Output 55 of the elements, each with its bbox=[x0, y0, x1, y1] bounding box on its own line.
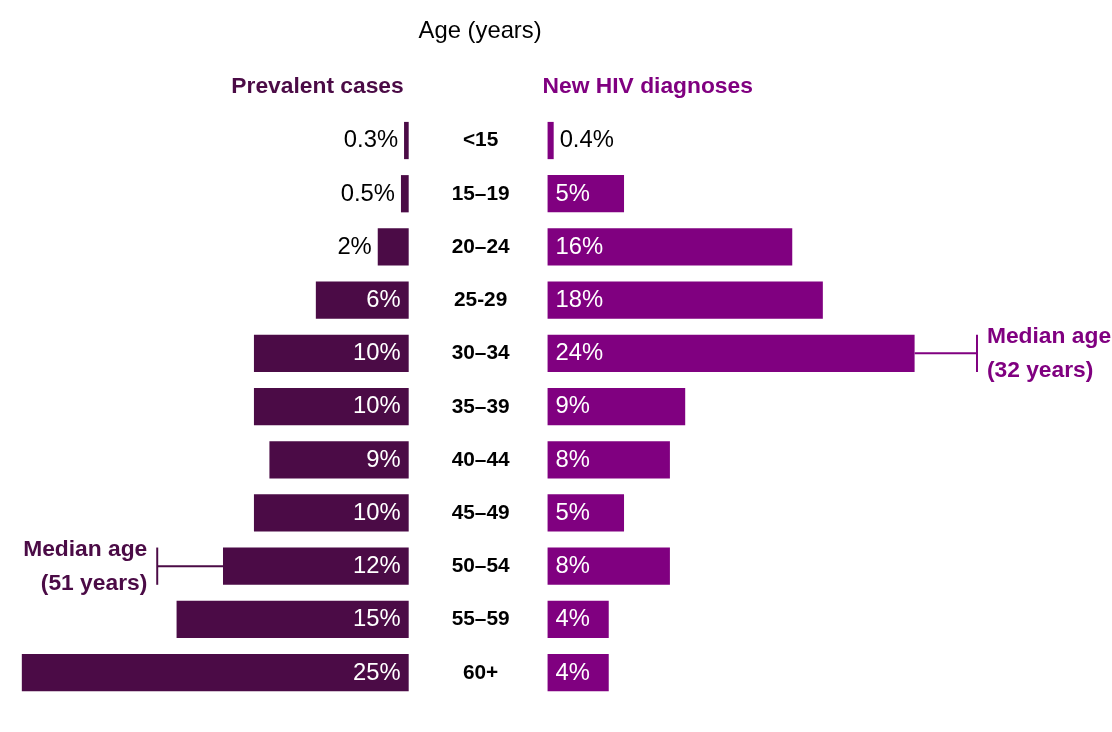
y-tick-label: 20–24 bbox=[451, 233, 510, 257]
data-label: 24% bbox=[555, 338, 604, 366]
y-axis-title: Age (years) bbox=[418, 15, 542, 43]
bar bbox=[547, 387, 686, 426]
text: Median age (32 years) bbox=[986, 322, 1112, 383]
bar bbox=[547, 121, 554, 160]
bar bbox=[269, 441, 409, 479]
data-label: 4% bbox=[555, 657, 590, 685]
data-label: 18% bbox=[555, 285, 604, 313]
bar bbox=[253, 334, 409, 372]
data-label: 0.5% bbox=[340, 178, 395, 206]
y-tick-label: 45–49 bbox=[451, 499, 510, 523]
y-tick-label: 25-29 bbox=[453, 287, 508, 311]
bar bbox=[315, 281, 409, 319]
bar bbox=[400, 175, 409, 213]
data-label: 2% bbox=[337, 231, 372, 259]
data-label: 15% bbox=[353, 604, 401, 632]
bar bbox=[176, 600, 409, 638]
bar bbox=[547, 494, 625, 532]
y-tick-label: 55–59 bbox=[451, 606, 510, 630]
data-label: 9% bbox=[366, 444, 401, 472]
data-label: 6% bbox=[366, 285, 401, 313]
y-tick-label: <15 bbox=[462, 127, 499, 151]
chart-title: New HIV diagnoses bbox=[542, 72, 753, 99]
y-tick-label: 40–44 bbox=[451, 446, 510, 470]
annotation: Median age (51 years) bbox=[23, 535, 148, 595]
data-label: 0.3% bbox=[343, 125, 399, 153]
data-label: 10% bbox=[353, 338, 401, 366]
bar bbox=[547, 441, 670, 479]
data-label: 9% bbox=[555, 391, 590, 419]
y-tick-label: 60+ bbox=[462, 659, 499, 683]
data-label: 5% bbox=[555, 497, 590, 525]
bar bbox=[547, 547, 670, 585]
y-tick-label: 50–54 bbox=[451, 553, 510, 577]
data-label: 8% bbox=[555, 444, 590, 472]
data-label: 4% bbox=[555, 604, 590, 632]
bar bbox=[377, 228, 409, 266]
bar bbox=[253, 387, 409, 426]
bar bbox=[547, 281, 823, 319]
data-label: 12% bbox=[353, 551, 401, 579]
y-tick-label: 15–19 bbox=[451, 180, 510, 204]
y-tick-label: 30–34 bbox=[451, 340, 510, 364]
data-label: 25% bbox=[353, 657, 401, 685]
data-label: 16% bbox=[555, 231, 604, 259]
data-label: 5% bbox=[555, 178, 590, 206]
data-label: 8% bbox=[555, 551, 590, 579]
data-label: 0.4% bbox=[559, 125, 614, 153]
y-tick-label: 35–39 bbox=[451, 393, 510, 417]
data-label: 10% bbox=[353, 497, 401, 525]
data-label: 10% bbox=[353, 391, 401, 419]
chart-title: Prevalent cases bbox=[231, 72, 404, 99]
bar bbox=[253, 494, 409, 532]
bar bbox=[21, 653, 409, 692]
bar bbox=[547, 228, 793, 266]
bar bbox=[404, 121, 409, 160]
